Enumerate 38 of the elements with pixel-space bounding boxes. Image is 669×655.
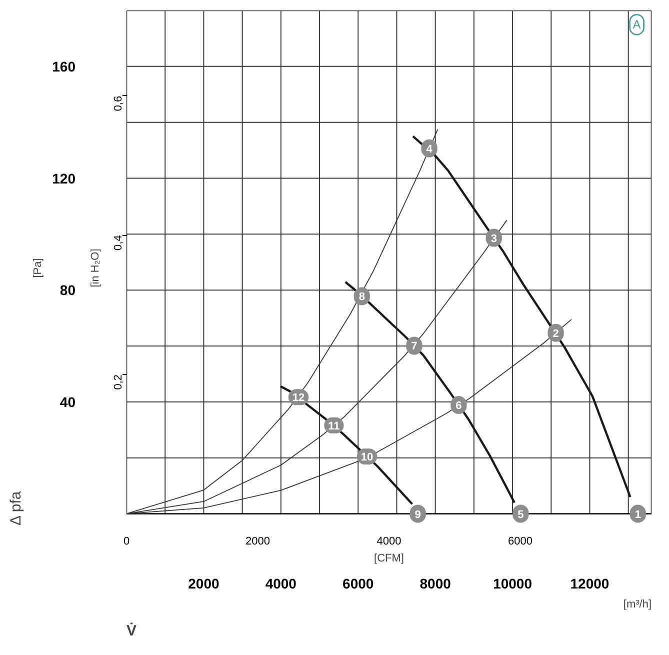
annotation: A [632, 18, 641, 32]
x-tick-label: 10000 [493, 576, 532, 592]
annotation: 12 [292, 392, 305, 404]
x-tick-label: 12000 [570, 576, 610, 592]
annotation: 2 [552, 328, 559, 340]
y2-tick-label: 0,4 [112, 235, 124, 250]
annotation: 5 [518, 508, 524, 521]
x-tick-label: 4000 [265, 576, 297, 592]
x-tick-label: 8000 [420, 576, 452, 592]
annotation: 4 [426, 143, 434, 156]
x-axis-title: [m³/h] [623, 598, 652, 610]
text: Δ pfa [8, 490, 24, 526]
y-tick-label: 120 [52, 170, 76, 186]
y2-axis-title: [in H₂O] [90, 248, 102, 288]
x-tick-label: 2000 [188, 576, 220, 592]
y2-tick-label: 0,6 [112, 96, 124, 112]
x2-tick-label: 6000 [508, 536, 532, 548]
annotation: 6 [456, 400, 462, 412]
y-axis-title: [Pa] [32, 258, 44, 278]
x2-axis-title: [CFM] [374, 552, 404, 564]
x2-tick-label: 2000 [246, 536, 270, 548]
annotation: 8 [358, 291, 365, 304]
line-series [412, 135, 632, 498]
y-tick-label: 80 [60, 282, 76, 298]
text: V̇ [126, 622, 137, 640]
annotation: 10 [360, 451, 374, 464]
annotation: 1 [634, 508, 641, 521]
line-series [344, 280, 516, 504]
y-tick-label: 40 [60, 394, 76, 410]
x2-tick-label: 0 [123, 536, 130, 548]
x-tick-label: 6000 [342, 576, 374, 592]
annotation: 3 [490, 232, 497, 245]
annotation: 9 [414, 508, 421, 521]
x2-tick-label: 4000 [376, 536, 402, 548]
y2-tick-label: 0,2 [112, 374, 124, 390]
y-tick-label: 160 [52, 58, 76, 74]
annotation: 7 [411, 340, 418, 353]
annotation: 11 [328, 420, 340, 432]
